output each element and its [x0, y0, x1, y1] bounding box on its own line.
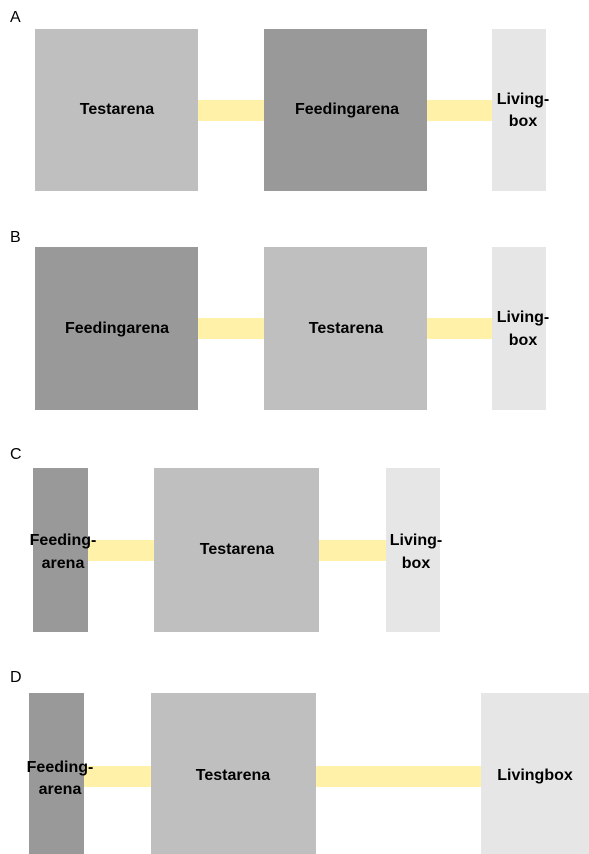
testarena-box: [35, 29, 198, 191]
livingbox-box: [386, 468, 440, 632]
panel-c: C Feeding- arena Testarena Living- box: [10, 446, 442, 632]
testarena-box: [264, 247, 427, 410]
feedingarena-box: [264, 29, 427, 191]
livingbox-box: [492, 247, 546, 410]
panel-letter: D: [10, 669, 22, 686]
feedingarena-box: [35, 247, 198, 410]
livingbox-box: [481, 693, 589, 854]
testarena-box: [151, 693, 316, 854]
node-label: arena: [39, 781, 82, 798]
tube: [196, 318, 266, 339]
node-label: Living-: [390, 532, 442, 549]
tube: [425, 100, 494, 121]
tube: [425, 318, 494, 339]
node-label: Testarena: [80, 101, 155, 118]
panel-letter: C: [10, 446, 22, 463]
feedingarena-box: [29, 693, 84, 854]
node-label: box: [402, 555, 431, 572]
node-label: Feeding-: [30, 532, 97, 549]
node-label: Feeding-: [27, 759, 94, 776]
panel-a: A Testarena Feedingarena Living- box: [10, 9, 549, 191]
testarena-box: [154, 468, 319, 632]
panel-b: B Feedingarena Testarena Living- box: [10, 229, 549, 410]
tube: [317, 540, 388, 561]
node-label: Living-: [497, 91, 549, 108]
node-label: Testarena: [200, 541, 275, 558]
livingbox-box: [492, 29, 546, 191]
node-label: box: [509, 113, 538, 130]
panel-d: D Feeding- arena Testarena Livingbox: [10, 669, 589, 854]
node-label: Feedingarena: [295, 101, 399, 118]
node-label: arena: [42, 555, 85, 572]
tube: [86, 540, 156, 561]
feedingarena-box: [33, 468, 88, 632]
node-label: Livingbox: [497, 767, 573, 784]
node-label: Living-: [497, 309, 549, 326]
node-label: Testarena: [309, 320, 384, 337]
tube: [314, 766, 483, 787]
tube: [196, 100, 266, 121]
panel-letter: B: [10, 229, 21, 246]
node-label: box: [509, 332, 538, 349]
node-label: Feedingarena: [65, 320, 169, 337]
tube: [82, 766, 153, 787]
panel-letter: A: [10, 9, 21, 26]
node-label: Testarena: [196, 767, 271, 784]
